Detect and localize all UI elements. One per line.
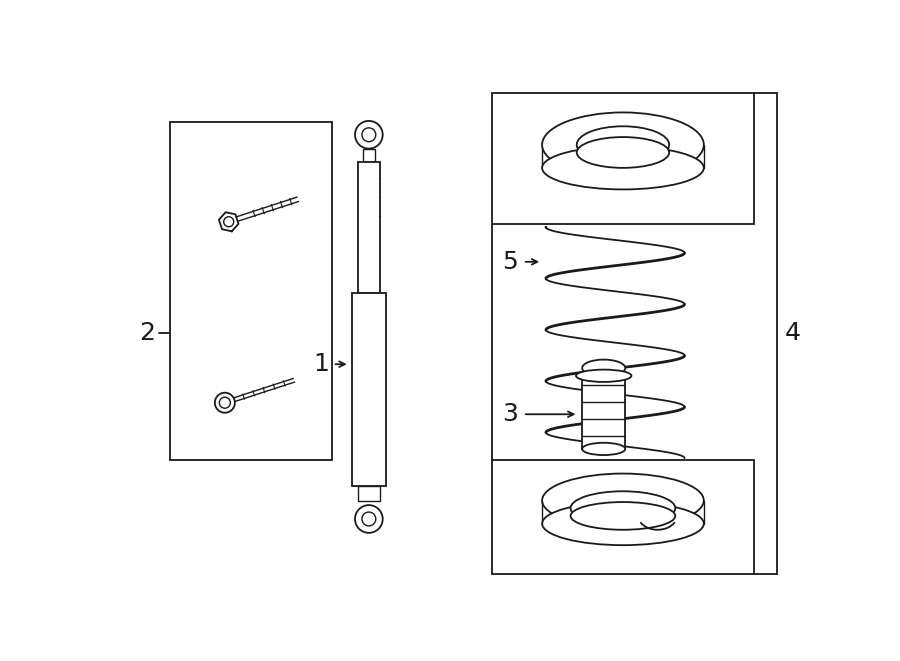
Bar (352, 293, 386, 486)
Polygon shape (233, 378, 295, 402)
Bar (363, 149, 375, 163)
Text: 4: 4 (785, 321, 800, 346)
Ellipse shape (571, 502, 675, 529)
Ellipse shape (576, 369, 632, 382)
Ellipse shape (542, 146, 704, 190)
Bar (492, 93, 754, 224)
Ellipse shape (582, 360, 626, 377)
Ellipse shape (362, 128, 376, 141)
Text: 5: 5 (502, 250, 518, 274)
Bar (358, 486, 380, 501)
Polygon shape (236, 197, 299, 221)
Bar (492, 461, 754, 574)
Ellipse shape (577, 137, 670, 168)
Ellipse shape (362, 512, 376, 526)
Polygon shape (219, 212, 238, 231)
Ellipse shape (571, 491, 675, 525)
Ellipse shape (542, 112, 704, 177)
Ellipse shape (542, 473, 704, 527)
Text: 1: 1 (313, 352, 329, 376)
Bar (170, 122, 332, 461)
Ellipse shape (355, 121, 382, 149)
Text: 3: 3 (502, 403, 518, 426)
Ellipse shape (220, 397, 230, 408)
Ellipse shape (355, 505, 382, 533)
Ellipse shape (224, 217, 234, 227)
Ellipse shape (577, 126, 670, 163)
Bar (358, 163, 380, 293)
Ellipse shape (215, 393, 235, 412)
Text: 2: 2 (140, 321, 155, 346)
Ellipse shape (542, 502, 704, 545)
Bar (582, 375, 626, 449)
Ellipse shape (582, 443, 626, 455)
